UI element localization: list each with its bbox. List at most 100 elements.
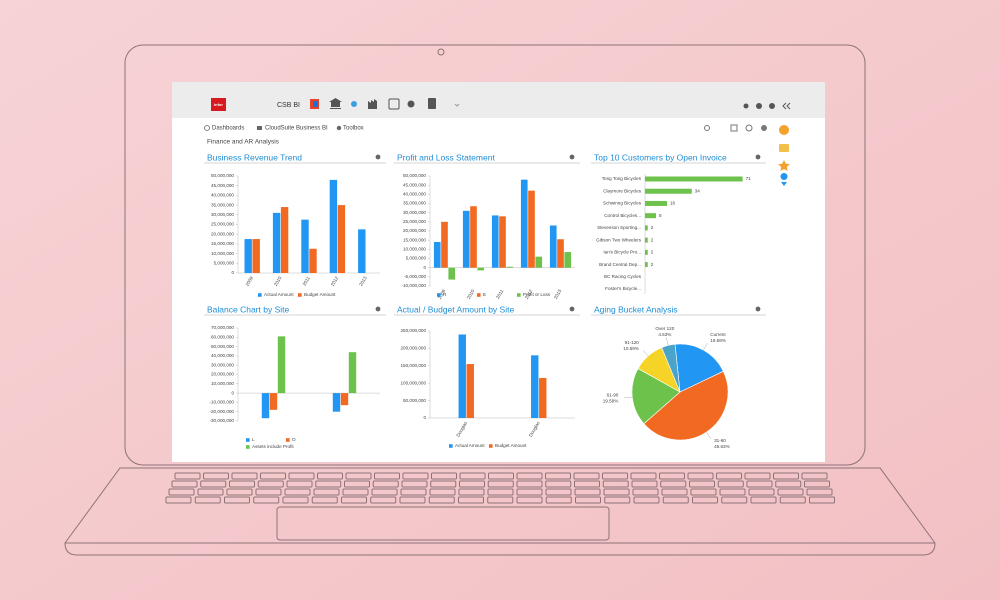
bar bbox=[477, 267, 485, 271]
side-icon[interactable] bbox=[780, 173, 788, 186]
app-header bbox=[172, 82, 825, 118]
user-icon[interactable] bbox=[745, 124, 753, 132]
panel-settings[interactable] bbox=[569, 154, 575, 160]
slice-label: 61-90 bbox=[607, 393, 619, 398]
key bbox=[194, 496, 221, 504]
refresh-icon[interactable] bbox=[704, 125, 710, 131]
key bbox=[719, 488, 746, 496]
key bbox=[288, 472, 315, 480]
bar bbox=[329, 179, 338, 273]
y-tick-label: 60,000,000 bbox=[211, 335, 234, 340]
tool-icon[interactable] bbox=[388, 98, 400, 110]
y-tick-label: 150,000,000 bbox=[400, 363, 426, 368]
panel-settings[interactable] bbox=[375, 306, 381, 312]
tool-icon[interactable] bbox=[407, 100, 415, 108]
bar bbox=[309, 248, 317, 273]
bar bbox=[491, 215, 499, 268]
nav-item[interactable]: Dashboards bbox=[212, 126, 244, 132]
key bbox=[429, 488, 456, 496]
y-tick-label: 45,000,000 bbox=[403, 182, 426, 187]
bar bbox=[448, 267, 456, 280]
key bbox=[401, 480, 428, 488]
bar bbox=[332, 393, 341, 412]
y-tick-label: 0 bbox=[231, 270, 234, 275]
y-tick-label: 200,000,000 bbox=[400, 346, 426, 351]
key bbox=[750, 496, 777, 504]
panel-settings[interactable] bbox=[755, 306, 761, 312]
tool-icon[interactable] bbox=[351, 101, 357, 107]
y-tick-label: 0 bbox=[423, 415, 426, 420]
pie-slice bbox=[674, 343, 724, 393]
laptop bbox=[64, 44, 936, 556]
legend-swatch bbox=[449, 444, 453, 448]
y-tick-label: 20,000,000 bbox=[211, 231, 234, 236]
y-tick-label: 0 bbox=[423, 265, 426, 270]
gear-icon[interactable] bbox=[761, 125, 767, 131]
key bbox=[341, 496, 367, 504]
key bbox=[342, 488, 369, 496]
data-label: 2 bbox=[651, 237, 654, 242]
side-icon[interactable] bbox=[779, 125, 789, 135]
chart-title: Business Revenue Trend bbox=[207, 152, 302, 162]
legend-swatch bbox=[437, 293, 441, 297]
bar bbox=[549, 225, 557, 268]
bar bbox=[645, 225, 648, 231]
nav-item[interactable]: CloudSuite Business BI bbox=[265, 126, 328, 132]
y-tick-label: 30,000,000 bbox=[211, 362, 234, 367]
tool-icon[interactable] bbox=[329, 98, 342, 109]
key bbox=[459, 480, 485, 488]
nav-item[interactable]: Toolbox bbox=[343, 126, 364, 132]
tool-icon[interactable] bbox=[313, 101, 318, 107]
nav-icon bbox=[204, 125, 210, 131]
key bbox=[430, 480, 457, 488]
bar bbox=[535, 256, 543, 268]
laptop-base bbox=[64, 467, 936, 556]
key bbox=[311, 496, 338, 504]
bar bbox=[506, 266, 514, 268]
app-name[interactable]: CSB BI bbox=[277, 102, 300, 109]
panel-settings[interactable] bbox=[569, 306, 575, 312]
y-tick-label: 50,000,000 bbox=[211, 173, 234, 178]
key bbox=[573, 472, 600, 480]
info-icon[interactable] bbox=[756, 103, 762, 109]
key bbox=[231, 472, 258, 480]
side-icon[interactable] bbox=[779, 144, 789, 152]
key bbox=[255, 488, 282, 496]
key bbox=[779, 496, 806, 504]
bar bbox=[261, 393, 270, 419]
key bbox=[197, 488, 224, 496]
x-tick-label: 2009 bbox=[437, 288, 447, 300]
y-tick-label: Ian's Bicycle Pro... bbox=[603, 250, 641, 255]
toolbar-icons bbox=[310, 98, 791, 110]
x-tick-label: 2012 bbox=[524, 288, 534, 300]
key bbox=[488, 472, 514, 480]
key bbox=[744, 472, 771, 480]
y-tick-label: 30,000,000 bbox=[403, 210, 426, 215]
y-tick-label: 20,000,000 bbox=[211, 372, 234, 377]
collapse-icon[interactable] bbox=[782, 102, 791, 110]
key bbox=[575, 496, 601, 504]
panel-settings[interactable] bbox=[755, 154, 761, 160]
y-tick-label: 5,000,000 bbox=[214, 261, 235, 266]
share-icon[interactable] bbox=[743, 103, 749, 109]
tool-icon[interactable] bbox=[428, 98, 436, 109]
side-icon[interactable] bbox=[778, 160, 790, 172]
slice-value: 45.63% bbox=[714, 444, 730, 449]
y-tick-label: Schwinng Bicycles bbox=[603, 201, 642, 206]
key bbox=[229, 480, 255, 488]
slice-label: Current bbox=[710, 332, 726, 337]
export-icon[interactable] bbox=[730, 124, 738, 132]
key bbox=[809, 496, 835, 504]
x-tick-label: 2009 bbox=[245, 275, 255, 287]
tool-icon[interactable] bbox=[368, 99, 377, 109]
legend-swatch bbox=[477, 293, 481, 297]
settings-icon[interactable] bbox=[769, 103, 775, 109]
key bbox=[286, 480, 313, 488]
laptop-lid bbox=[124, 44, 866, 466]
key bbox=[630, 472, 657, 480]
tool-dropdown[interactable] bbox=[454, 103, 460, 107]
page-title: Finance and AR Analysis bbox=[207, 139, 280, 146]
x-tick-label: 2011 bbox=[495, 288, 504, 299]
panel-settings[interactable] bbox=[375, 154, 381, 160]
bar bbox=[531, 355, 539, 418]
